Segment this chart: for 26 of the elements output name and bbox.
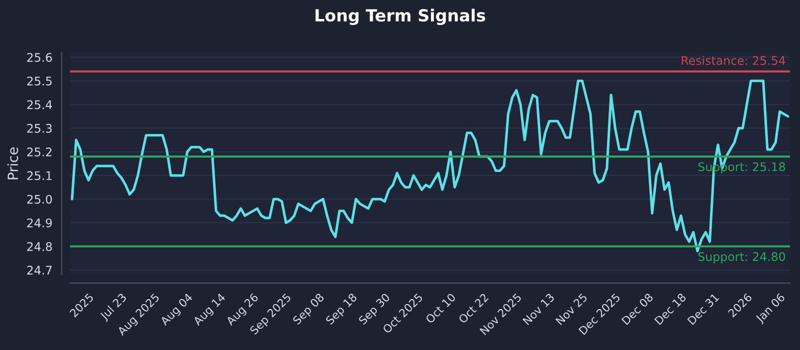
x-tick-label: Jan 06 — [754, 292, 787, 325]
line-series — [70, 80, 790, 252]
y-tick-label: 25.5 — [27, 76, 52, 86]
ref-line-label: Support: 24.80 — [698, 252, 786, 264]
x-tick-label: Nov 13 — [522, 292, 555, 326]
y-tick-label: 24.8 — [27, 242, 52, 252]
y-tick-label: 25.1 — [27, 171, 52, 180]
y-tick-label: 24.9 — [27, 218, 52, 228]
y-axis-title: Price — [7, 147, 18, 180]
x-tick-label: Dec 18 — [654, 292, 687, 326]
x-tick-label: Dec 31 — [687, 292, 720, 326]
x-tick-label: Oct 10 — [425, 292, 456, 324]
y-tick-label: 24.7 — [27, 266, 52, 275]
y-tick-label: 25.0 — [27, 194, 52, 204]
x-tick-label: Dec 08 — [621, 292, 654, 326]
y-tick-label: 25.4 — [27, 100, 52, 110]
x-tick-label: Sep 08 — [292, 292, 326, 326]
y-tick-label: 25.3 — [27, 124, 52, 133]
x-tick-label: Sep 18 — [325, 292, 359, 326]
x-tick-label: Jul 23 — [99, 292, 128, 322]
x-tick-label: Nov 25 — [555, 292, 588, 326]
y-tick-label: 25.2 — [27, 148, 52, 156]
x-tick-label: Oct 22 — [458, 293, 489, 324]
chart-title: Long Term Signals — [316, 8, 486, 26]
ref-line-label: Resistance: 25.54 — [682, 56, 786, 65]
y-tick-label: 25.6 — [27, 52, 52, 62]
